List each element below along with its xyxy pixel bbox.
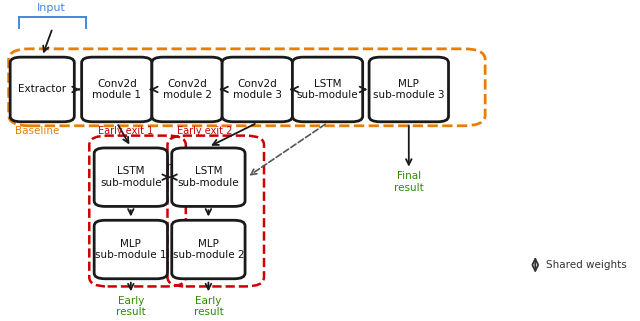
Text: LSTM
sub-module: LSTM sub-module — [297, 79, 358, 100]
FancyBboxPatch shape — [172, 220, 245, 279]
Text: Conv2d
module 1: Conv2d module 1 — [92, 79, 141, 100]
FancyBboxPatch shape — [10, 57, 74, 122]
Text: MLP
sub-module 2: MLP sub-module 2 — [173, 239, 244, 260]
Text: Extractor: Extractor — [18, 84, 67, 94]
Text: MLP
sub-module 1: MLP sub-module 1 — [95, 239, 166, 260]
FancyBboxPatch shape — [152, 57, 222, 122]
Text: MLP
sub-module 3: MLP sub-module 3 — [373, 79, 445, 100]
Text: Early exit 1: Early exit 1 — [99, 126, 154, 136]
FancyBboxPatch shape — [222, 57, 292, 122]
Text: Early exit 2: Early exit 2 — [177, 126, 232, 136]
Text: Shared weights: Shared weights — [547, 260, 627, 270]
FancyBboxPatch shape — [94, 220, 168, 279]
FancyBboxPatch shape — [94, 148, 168, 206]
Text: LSTM
sub-module: LSTM sub-module — [100, 166, 162, 188]
Text: Baseline: Baseline — [15, 126, 59, 136]
Text: Early
result: Early result — [193, 296, 223, 317]
FancyBboxPatch shape — [292, 57, 363, 122]
FancyBboxPatch shape — [369, 57, 449, 122]
Text: Early
result: Early result — [116, 296, 146, 317]
Text: Input: Input — [37, 3, 66, 13]
Text: LSTM
sub-module: LSTM sub-module — [177, 166, 239, 188]
Text: Conv2d
module 2: Conv2d module 2 — [163, 79, 212, 100]
FancyBboxPatch shape — [82, 57, 152, 122]
FancyBboxPatch shape — [172, 148, 245, 206]
Text: n: n — [166, 162, 173, 172]
Text: Final
result: Final result — [394, 171, 424, 193]
Text: Conv2d
module 3: Conv2d module 3 — [233, 79, 282, 100]
